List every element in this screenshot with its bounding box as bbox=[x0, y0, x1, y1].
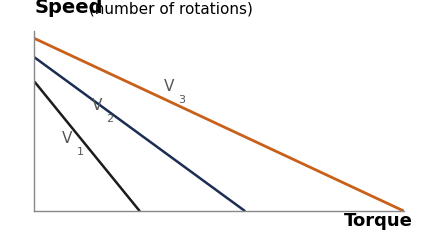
Text: Speed: Speed bbox=[34, 0, 103, 17]
Text: 1: 1 bbox=[77, 147, 84, 157]
Text: V: V bbox=[62, 131, 73, 146]
Text: (number of rotations): (number of rotations) bbox=[84, 2, 253, 17]
Text: 3: 3 bbox=[178, 95, 186, 105]
Text: 2: 2 bbox=[107, 114, 114, 124]
Text: V: V bbox=[164, 79, 174, 94]
Text: Torque: Torque bbox=[344, 212, 413, 230]
Text: V: V bbox=[92, 97, 102, 113]
